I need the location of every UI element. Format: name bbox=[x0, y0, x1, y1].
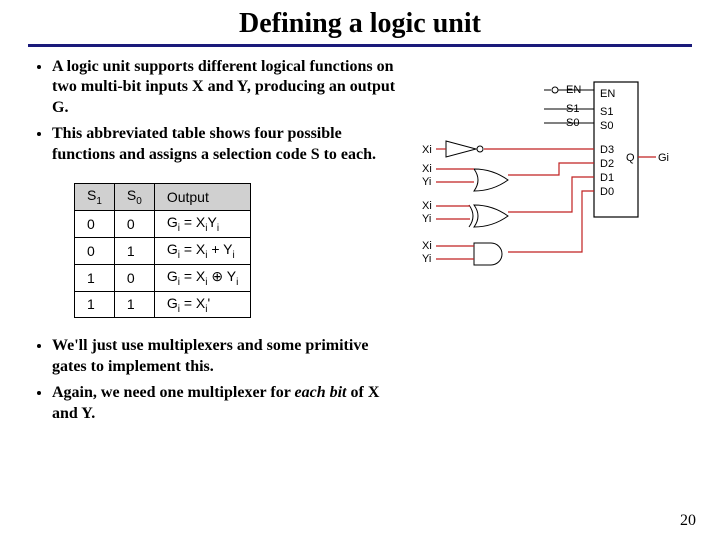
top-bullets: A logic unit supports different logical … bbox=[34, 57, 404, 165]
svg-text:S1: S1 bbox=[600, 106, 613, 118]
bottom-bullets: We'll just use multiplexers and some pri… bbox=[34, 336, 404, 424]
content-area: A logic unit supports different logical … bbox=[0, 57, 720, 430]
svg-text:Xi: Xi bbox=[422, 200, 432, 212]
bullet-item: This abbreviated table shows four possib… bbox=[52, 124, 404, 165]
table-row: 10Gi = Xi ⊕ Yi bbox=[75, 264, 251, 291]
table-cell: 0 bbox=[75, 211, 115, 238]
table-cell: 0 bbox=[75, 237, 115, 264]
table-header: S0 bbox=[114, 184, 154, 211]
table-cell: 1 bbox=[114, 237, 154, 264]
right-column: ENS1S0D3D2D1D0QENS1S0GiXiXiYiXiYiXiYi bbox=[404, 57, 694, 430]
svg-text:Yi: Yi bbox=[422, 213, 431, 225]
svg-text:Q: Q bbox=[626, 152, 635, 164]
table-cell: Gi = XiYi bbox=[154, 211, 251, 238]
table-row: 11Gi = Xi' bbox=[75, 291, 251, 318]
svg-text:Gi: Gi bbox=[658, 152, 669, 164]
table-cell: Gi = Xi ⊕ Yi bbox=[154, 264, 251, 291]
table-row: 01Gi = Xi + Yi bbox=[75, 237, 251, 264]
svg-text:D2: D2 bbox=[600, 158, 614, 170]
truth-table: S1S0Output 00Gi = XiYi01Gi = Xi + Yi10Gi… bbox=[74, 183, 251, 318]
svg-text:D3: D3 bbox=[600, 144, 614, 156]
svg-text:Xi: Xi bbox=[422, 144, 432, 156]
svg-text:Xi: Xi bbox=[422, 240, 432, 252]
svg-text:S0: S0 bbox=[566, 117, 579, 129]
table-cell: 0 bbox=[114, 211, 154, 238]
svg-text:S1: S1 bbox=[566, 103, 579, 115]
table-header: S1 bbox=[75, 184, 115, 211]
page-number: 20 bbox=[680, 512, 696, 530]
svg-text:D0: D0 bbox=[600, 186, 614, 198]
table-cell: 1 bbox=[114, 291, 154, 318]
svg-text:Xi: Xi bbox=[422, 163, 432, 175]
left-column: A logic unit supports different logical … bbox=[34, 57, 404, 430]
table-cell: 0 bbox=[114, 264, 154, 291]
title-underline bbox=[28, 44, 692, 47]
table-header: Output bbox=[154, 184, 251, 211]
table-cell: Gi = Xi + Yi bbox=[154, 237, 251, 264]
svg-text:D1: D1 bbox=[600, 172, 614, 184]
table-cell: 1 bbox=[75, 264, 115, 291]
svg-text:EN: EN bbox=[566, 84, 581, 96]
bullet-item: Again, we need one multiplexer for each … bbox=[52, 383, 404, 424]
circuit-diagram: ENS1S0D3D2D1D0QENS1S0GiXiXiYiXiYiXiYi bbox=[404, 57, 694, 287]
slide-title: Defining a logic unit bbox=[0, 0, 720, 44]
bullet-item: A logic unit supports different logical … bbox=[52, 57, 404, 118]
svg-text:Yi: Yi bbox=[422, 253, 431, 265]
svg-text:S0: S0 bbox=[600, 120, 613, 132]
table-cell: Gi = Xi' bbox=[154, 291, 251, 318]
svg-text:Yi: Yi bbox=[422, 176, 431, 188]
svg-text:EN: EN bbox=[600, 88, 615, 100]
table-row: 00Gi = XiYi bbox=[75, 211, 251, 238]
table-cell: 1 bbox=[75, 291, 115, 318]
bullet-item: We'll just use multiplexers and some pri… bbox=[52, 336, 404, 377]
